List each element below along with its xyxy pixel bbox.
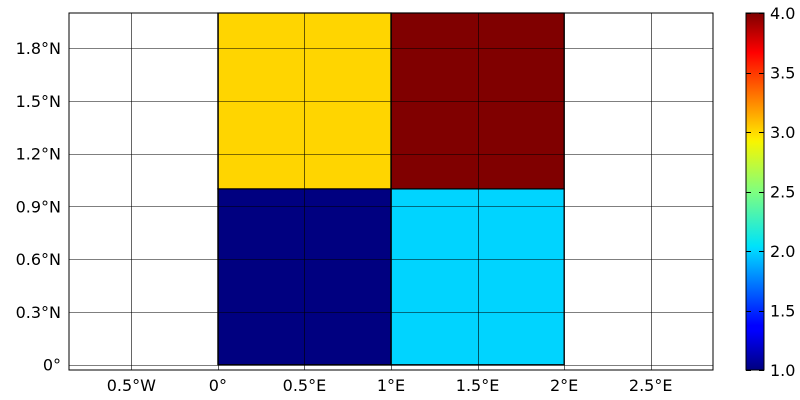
x-tick-label: 1.5°E [456, 376, 500, 395]
x-tick-label: 1°E [377, 376, 405, 395]
heatmap-cell [390, 188, 565, 366]
colorbar-tick-label: 3.0 [770, 123, 795, 142]
y-tick-label: 1.5°N [16, 92, 61, 111]
y-tick-label: 0.3°N [16, 303, 61, 322]
colorbar-tick-label: 2.0 [770, 242, 795, 261]
colorbar-tick-label: 2.5 [770, 183, 795, 202]
x-tick-label: 0.5°E [283, 376, 327, 395]
colorbar-tick-label: 1.5 [770, 302, 795, 321]
colorbar-tick-label: 1.0 [770, 361, 795, 380]
x-tick-label: 2.5°E [629, 376, 673, 395]
x-tick-label: 0.5°W [107, 376, 156, 395]
x-axis-ticks: 0.5°W 0° 0.5°E 1°E 1.5°E 2°E 2.5°E [107, 376, 673, 395]
colorbar-tick-label: 4.0 [770, 4, 795, 23]
y-tick-label: 1.2°N [16, 145, 61, 164]
y-tick-label: 1.8°N [16, 39, 61, 58]
colorbar: 1.0 1.5 2.0 2.5 3.0 3.5 4.0 [745, 4, 795, 380]
colorbar-tick-label: 3.5 [770, 64, 795, 83]
heatmap-cells [217, 12, 565, 366]
colorbar-ticks: 1.0 1.5 2.0 2.5 3.0 3.5 4.0 [746, 4, 795, 380]
y-tick-label: 0.9°N [16, 197, 61, 216]
y-tick-label: 0.6°N [16, 250, 61, 269]
heatmap-cell [390, 12, 565, 190]
plot-frame [68, 12, 714, 371]
y-tick-label: 0° [43, 356, 61, 375]
y-axis-ticks: 0° 0.3°N 0.6°N 0.9°N 1.2°N 1.5°N 1.8°N [16, 39, 61, 375]
x-tick-label: 2°E [550, 376, 578, 395]
grid-lines [69, 13, 713, 370]
colorbar-gradient [745, 12, 765, 371]
x-tick-label: 0° [209, 376, 227, 395]
